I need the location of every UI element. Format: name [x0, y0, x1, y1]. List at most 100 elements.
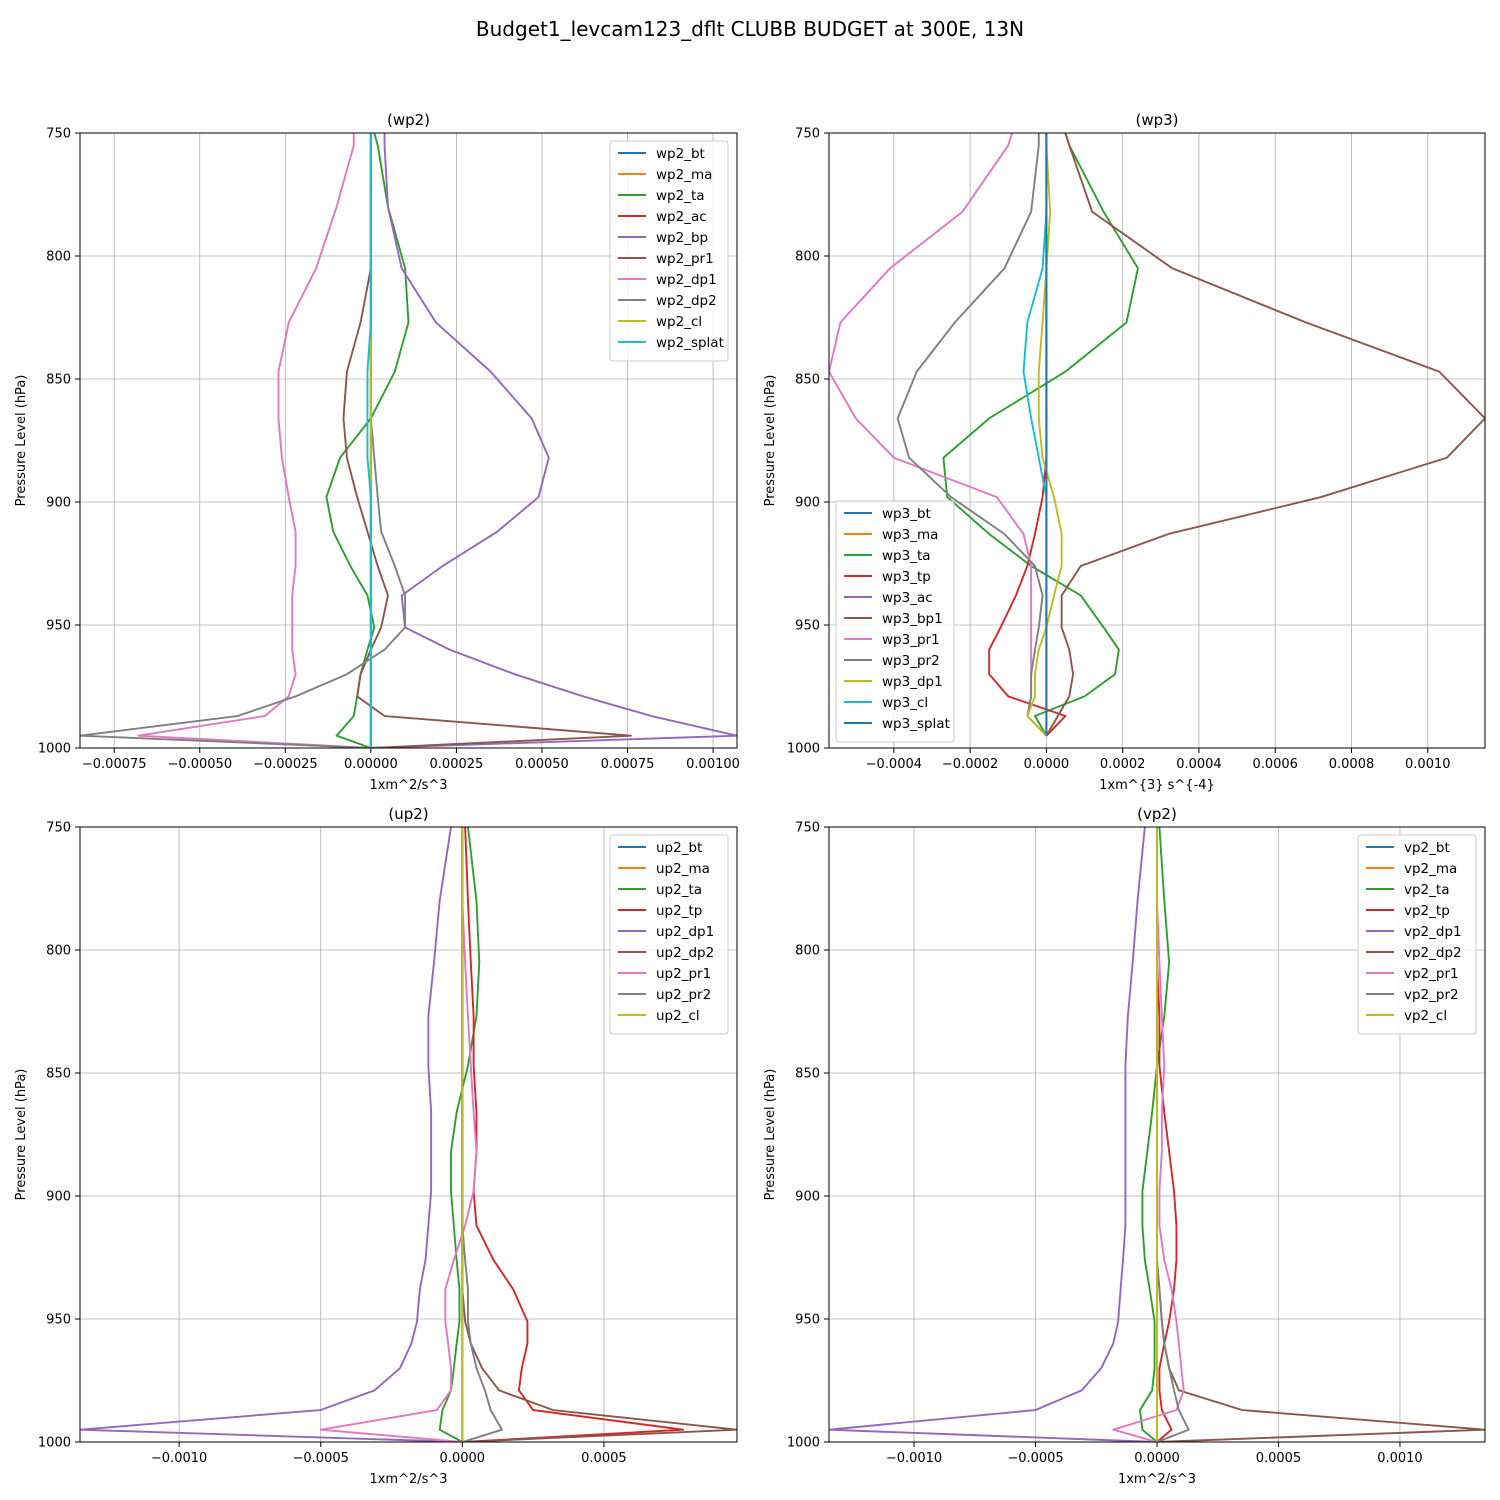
series-line-up2_tp	[462, 827, 685, 1442]
legend-entry-wp2_dp1: wp2_dp1	[656, 272, 717, 288]
legend-entry-wp3_ma: wp3_ma	[882, 527, 938, 543]
y-tick-label: 1000	[787, 742, 820, 757]
series-lines	[80, 133, 737, 748]
legend-entry-up2_pr1: up2_pr1	[656, 966, 711, 982]
legend: wp2_bt wp2_ma wp2_ta wp2_ac wp2_bp wp2_pr1 wp2…	[609, 140, 729, 362]
y-tick-label: 750	[795, 127, 820, 142]
legend-entry-wp3_ta: wp3_ta	[882, 548, 931, 564]
y-tick-label: 950	[795, 1313, 820, 1328]
x-tick-label: 0.0006	[1252, 757, 1298, 772]
y-tick-label: 850	[795, 1067, 820, 1082]
y-tick-label: 800	[46, 250, 71, 265]
series-line-vp2_dp1	[829, 827, 1158, 1442]
panel-title: (up2)	[388, 805, 428, 823]
y-tick-label: 1000	[38, 742, 71, 757]
series-lines	[829, 133, 1485, 737]
legend-entry-wp2_dp2: wp2_dp2	[656, 293, 717, 309]
y-tick-label: 750	[46, 821, 71, 836]
legend-entry-wp3_tp: wp3_tp	[882, 569, 931, 585]
legend-entry-up2_ma: up2_ma	[656, 861, 710, 877]
series-line-up2_pr1	[319, 827, 478, 1442]
y-tick-label: 950	[46, 619, 71, 634]
legend-entry-vp2_pr2: vp2_pr2	[1404, 987, 1459, 1003]
x-tick-label: 0.00075	[601, 757, 655, 772]
x-tick-label: −0.0002	[942, 757, 998, 772]
y-tick-label: 900	[46, 496, 71, 511]
series-line-vp2_ta	[1139, 827, 1171, 1442]
figure-title: Budget1_levcam123_dflt CLUBB BUDGET at 3…	[476, 17, 1024, 41]
panel-0: −0.00075 −0.00050 −0.00025 0.00000 0.00025 0.…	[14, 111, 740, 793]
x-tick-label: −0.00025	[253, 757, 318, 772]
legend-entry-up2_cl: up2_cl	[656, 1008, 700, 1024]
legend-entry-up2_dp1: up2_dp1	[656, 924, 714, 940]
x-tick-label: −0.0010	[886, 1451, 942, 1466]
legend: wp3_bt wp3_ma wp3_ta wp3_tp wp3_ac wp3_bp1 wp3…	[835, 500, 955, 743]
series-line-vp2_pr1	[1112, 827, 1185, 1442]
y-axis-label: Pressure Level (hPa)	[763, 375, 778, 507]
series-line-wp3_bp1	[1045, 133, 1485, 737]
y-axis-label: Pressure Level (hPa)	[763, 1069, 778, 1201]
legend-entry-wp3_pr1: wp3_pr1	[882, 632, 940, 648]
legend-entry-wp3_pr2: wp3_pr2	[882, 653, 940, 669]
series-line-wp2_dp1	[137, 133, 371, 748]
x-tick-label: 0.00000	[344, 757, 398, 772]
legend-entry-vp2_ma: vp2_ma	[1404, 861, 1457, 877]
legend-entry-wp3_ac: wp3_ac	[882, 590, 933, 606]
plot-frame	[79, 132, 738, 749]
legend-entry-up2_tp: up2_tp	[656, 903, 702, 919]
series-line-wp2_splat	[366, 133, 372, 748]
x-tick-label: −0.0005	[1007, 1451, 1063, 1466]
plot-frame	[79, 826, 738, 1443]
series-lines	[80, 827, 737, 1442]
x-axis-label: 1xm^{3} s^{-4}	[1099, 778, 1215, 793]
legend-entry-wp2_ma: wp2_ma	[656, 167, 712, 183]
legend-entry-up2_pr2: up2_pr2	[656, 987, 711, 1003]
y-tick-label: 900	[46, 1190, 71, 1205]
y-tick-label: 950	[795, 619, 820, 634]
series-line-wp2_bp	[370, 133, 737, 748]
series-line-vp2_tp	[1156, 827, 1178, 1442]
legend-entry-wp3_splat: wp3_splat	[882, 716, 950, 732]
x-tick-label: 0.0010	[1377, 1451, 1423, 1466]
y-axis-label: Pressure Level (hPa)	[14, 375, 29, 507]
legend-entry-wp3_cl: wp3_cl	[882, 695, 928, 711]
y-tick-label: 800	[46, 944, 71, 959]
x-tick-label: 0.0000	[1024, 757, 1070, 772]
y-tick-label: 750	[795, 821, 820, 836]
x-tick-label: −0.00075	[82, 757, 147, 772]
x-tick-label: 0.0000	[440, 1451, 486, 1466]
legend-box	[609, 834, 729, 1035]
legend-entry-vp2_cl: vp2_cl	[1404, 1008, 1447, 1024]
x-tick-label: 0.0010	[1405, 757, 1451, 772]
legend-entry-vp2_dp1: vp2_dp1	[1404, 924, 1462, 940]
y-tick-label: 750	[46, 127, 71, 142]
legend-entry-wp2_bt: wp2_bt	[656, 146, 705, 162]
series-lines	[829, 827, 1485, 1442]
legend-entry-vp2_dp2: vp2_dp2	[1404, 945, 1462, 961]
legend: up2_bt up2_ma up2_ta up2_tp up2_dp1 up2_dp2up…	[609, 834, 729, 1035]
x-tick-label: −0.0005	[293, 1451, 349, 1466]
series-line-wp3_ta	[942, 133, 1139, 737]
legend-box	[1357, 834, 1477, 1035]
x-tick-label: 0.00050	[515, 757, 569, 772]
panel-title: (vp2)	[1137, 805, 1177, 823]
y-axis-label: Pressure Level (hPa)	[14, 1069, 29, 1201]
legend-entry-wp2_bp: wp2_bp	[656, 230, 708, 246]
panel-1: −0.0004 −0.0002 0.0000 0.0002 0.0004 0.0006 0.…	[763, 111, 1486, 793]
x-tick-label: 0.0008	[1329, 757, 1375, 772]
x-tick-label: −0.0004	[866, 757, 922, 772]
y-tick-label: 850	[46, 373, 71, 388]
series-line-up2_dp1	[80, 827, 463, 1442]
panel-title: (wp2)	[387, 111, 430, 129]
y-tick-label: 800	[795, 250, 820, 265]
series-line-wp3_pr2	[896, 133, 1048, 737]
y-tick-label: 800	[795, 944, 820, 959]
legend-entry-wp3_dp1: wp3_dp1	[882, 674, 943, 690]
panels: −0.00075 −0.00050 −0.00025 0.00000 0.00025 0.…	[14, 111, 1486, 1487]
y-tick-label: 1000	[38, 1436, 71, 1451]
x-tick-label: −0.00050	[167, 757, 232, 772]
x-tick-label: 0.0004	[1176, 757, 1222, 772]
legend-entry-wp2_splat: wp2_splat	[656, 335, 724, 351]
y-tick-label: 950	[46, 1313, 71, 1328]
